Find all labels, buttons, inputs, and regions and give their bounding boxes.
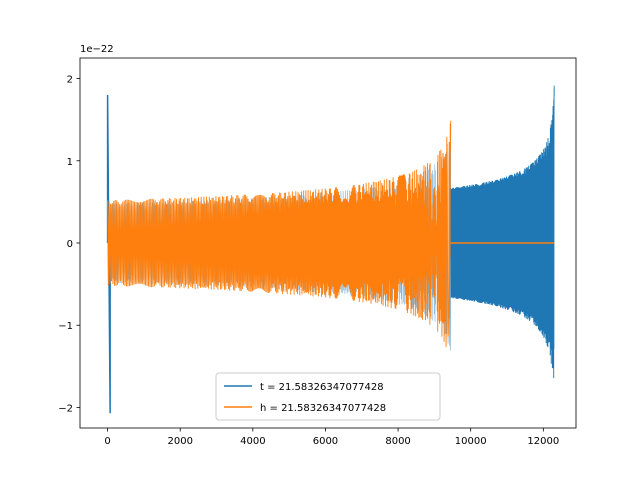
- x-tick-label: 0: [104, 436, 110, 447]
- y-tick-label: −2: [58, 403, 73, 414]
- y-scale-label: 1e−22: [80, 44, 114, 55]
- legend: t = 21.58326347077428 h = 21.58326347077…: [215, 372, 441, 421]
- y-axis: −2 −1 0 1 2: [58, 75, 80, 414]
- y-tick-label: 2: [67, 75, 73, 86]
- y-tick-label: 0: [67, 239, 73, 250]
- x-tick-label: 4000: [240, 436, 265, 447]
- x-tick-label: 8000: [385, 436, 410, 447]
- x-axis: 0 2000 4000 6000 8000 10000 12000: [104, 428, 559, 447]
- x-tick-label: 10000: [455, 436, 487, 447]
- x-tick-label: 6000: [313, 436, 338, 447]
- x-tick-label: 2000: [167, 436, 192, 447]
- plot-area: [106, 85, 555, 414]
- y-tick-label: −1: [58, 321, 73, 332]
- x-tick-label: 12000: [527, 436, 559, 447]
- legend-label-h: h = 21.58326347077428: [260, 403, 386, 414]
- y-tick-label: 1: [67, 157, 73, 168]
- series-t-line: [450, 85, 555, 379]
- legend-label-t: t = 21.58326347077428: [260, 382, 384, 393]
- legend-frame: [215, 372, 441, 421]
- series-h-line: [107, 120, 452, 348]
